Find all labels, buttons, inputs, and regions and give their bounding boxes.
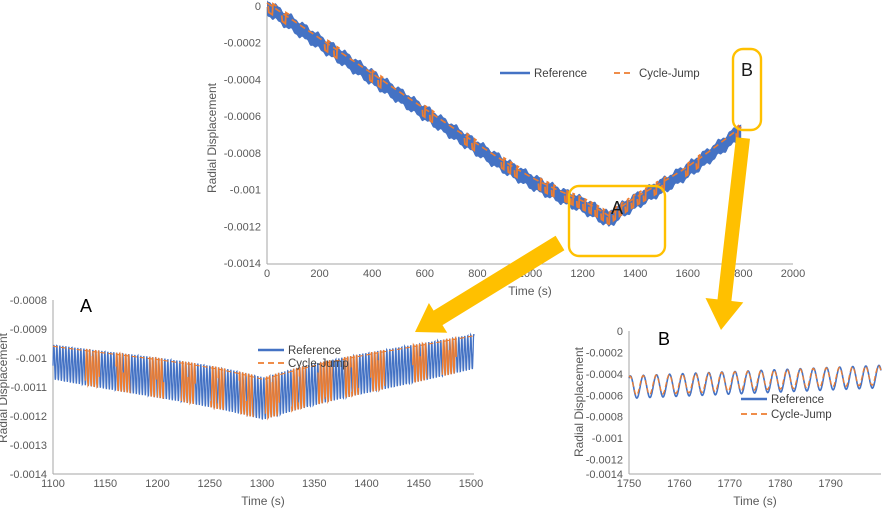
- svg-text:-0.0012: -0.0012: [586, 455, 623, 467]
- svg-text:-0.0008: -0.0008: [586, 412, 623, 424]
- svg-text:1150: 1150: [93, 478, 117, 490]
- svg-text:Reference: Reference: [534, 68, 587, 80]
- svg-text:1400: 1400: [354, 478, 378, 490]
- svg-text:-0.0012: -0.0012: [10, 411, 47, 423]
- svg-text:-0.0004: -0.0004: [224, 74, 261, 86]
- svg-text:800: 800: [468, 268, 486, 280]
- svg-text:-0.001: -0.001: [16, 353, 47, 365]
- svg-text:-0.0008: -0.0008: [224, 148, 261, 160]
- svg-text:-0.0014: -0.0014: [224, 258, 261, 270]
- svg-text:Radial Displacement: Radial Displacement: [205, 82, 219, 193]
- svg-text:-0.0004: -0.0004: [586, 369, 623, 381]
- svg-text:1770: 1770: [718, 478, 742, 490]
- svg-text:-0.001: -0.001: [230, 185, 261, 197]
- svg-text:Time (s): Time (s): [508, 284, 552, 298]
- svg-text:600: 600: [416, 268, 434, 280]
- svg-text:1760: 1760: [667, 478, 691, 490]
- svg-text:1400: 1400: [623, 268, 647, 280]
- svg-text:1750: 1750: [617, 478, 641, 490]
- svg-text:1200: 1200: [145, 478, 169, 490]
- svg-text:0: 0: [255, 1, 261, 13]
- svg-text:1600: 1600: [676, 268, 700, 280]
- svg-text:-0.0011: -0.0011: [11, 382, 48, 394]
- svg-text:Cycle-Jump: Cycle-Jump: [639, 68, 700, 80]
- svg-text:A: A: [611, 198, 623, 218]
- svg-text:B: B: [658, 329, 670, 349]
- svg-text:Time (s): Time (s): [241, 494, 285, 508]
- svg-text:-0.0006: -0.0006: [586, 390, 623, 402]
- svg-text:A: A: [80, 296, 92, 316]
- svg-text:-0.0002: -0.0002: [224, 38, 261, 50]
- svg-text:1200: 1200: [570, 268, 594, 280]
- svg-text:Radial Displacement: Radial Displacement: [0, 332, 10, 443]
- svg-text:-0.0008: -0.0008: [10, 295, 47, 307]
- svg-text:1780: 1780: [768, 478, 792, 490]
- svg-text:B: B: [741, 60, 753, 80]
- svg-text:1250: 1250: [198, 478, 222, 490]
- svg-text:0: 0: [264, 268, 270, 280]
- svg-text:Reference: Reference: [771, 394, 824, 406]
- svg-text:0: 0: [617, 326, 623, 338]
- svg-text:Cycle-Jump: Cycle-Jump: [771, 409, 832, 421]
- svg-text:200: 200: [310, 268, 328, 280]
- svg-text:-0.0006: -0.0006: [224, 111, 261, 123]
- svg-text:400: 400: [363, 268, 381, 280]
- svg-text:-0.0009: -0.0009: [10, 324, 47, 336]
- svg-text:-0.0002: -0.0002: [586, 347, 623, 359]
- svg-text:-0.001: -0.001: [592, 433, 623, 445]
- svg-text:Reference: Reference: [288, 345, 341, 357]
- svg-text:-0.0013: -0.0013: [10, 440, 47, 452]
- svg-text:1500: 1500: [459, 478, 483, 490]
- svg-text:-0.0012: -0.0012: [224, 221, 261, 233]
- svg-text:1100: 1100: [41, 478, 65, 490]
- svg-text:Cycle-Jump: Cycle-Jump: [288, 358, 349, 370]
- svg-text:Radial Displacement: Radial Displacement: [572, 346, 586, 457]
- svg-text:2000: 2000: [781, 268, 805, 280]
- svg-text:1300: 1300: [250, 478, 274, 490]
- svg-text:1350: 1350: [302, 478, 326, 490]
- svg-text:1790: 1790: [818, 478, 842, 490]
- svg-text:1450: 1450: [407, 478, 431, 490]
- svg-text:Time (s): Time (s): [733, 494, 777, 508]
